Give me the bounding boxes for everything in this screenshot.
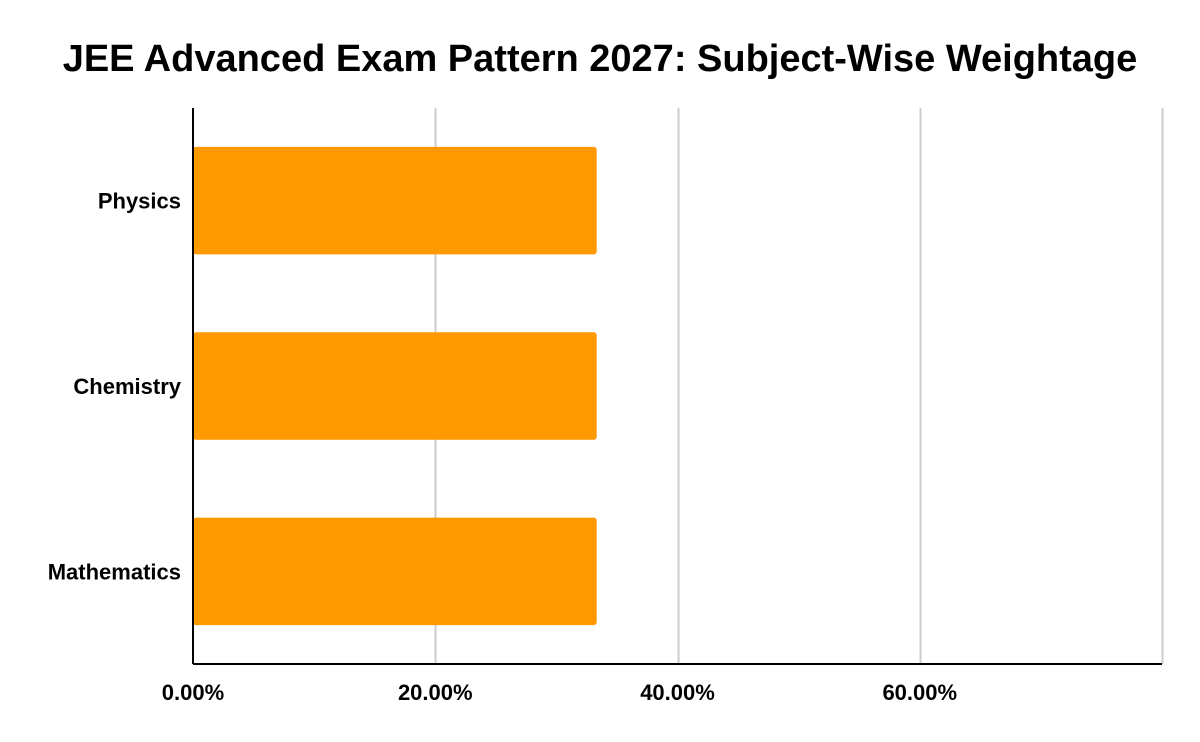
y-axis-labels: Physics Chemistry Mathematics [48,189,182,585]
bar-mathematics [193,517,597,626]
x-axis-labels: 0.00% 20.00% 40.00% 60.00% [162,680,957,705]
bar-physics [193,146,597,255]
bar-chemistry [193,332,597,440]
y-tick-label: Physics [98,189,181,214]
y-tick-label: Mathematics [48,559,181,584]
x-tick-label: 20.00% [398,680,473,705]
axes [192,108,1162,665]
x-tick-label: 60.00% [882,680,957,705]
bars [193,146,597,626]
y-tick-label: Chemistry [73,374,181,399]
chart-title: JEE Advanced Exam Pattern 2027: Subject-… [62,38,1138,80]
x-tick-label: 0.00% [162,680,224,705]
x-tick-label: 40.00% [640,680,715,705]
